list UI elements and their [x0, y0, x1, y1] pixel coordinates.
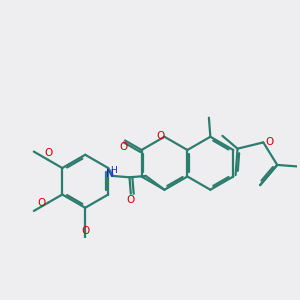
Text: O: O — [119, 142, 128, 152]
Text: O: O — [127, 195, 135, 205]
Text: O: O — [44, 148, 52, 158]
Text: O: O — [157, 131, 165, 141]
Text: O: O — [38, 198, 46, 208]
Text: O: O — [81, 226, 89, 236]
Text: O: O — [266, 137, 274, 147]
Text: H: H — [110, 166, 116, 175]
Text: N: N — [106, 169, 113, 179]
